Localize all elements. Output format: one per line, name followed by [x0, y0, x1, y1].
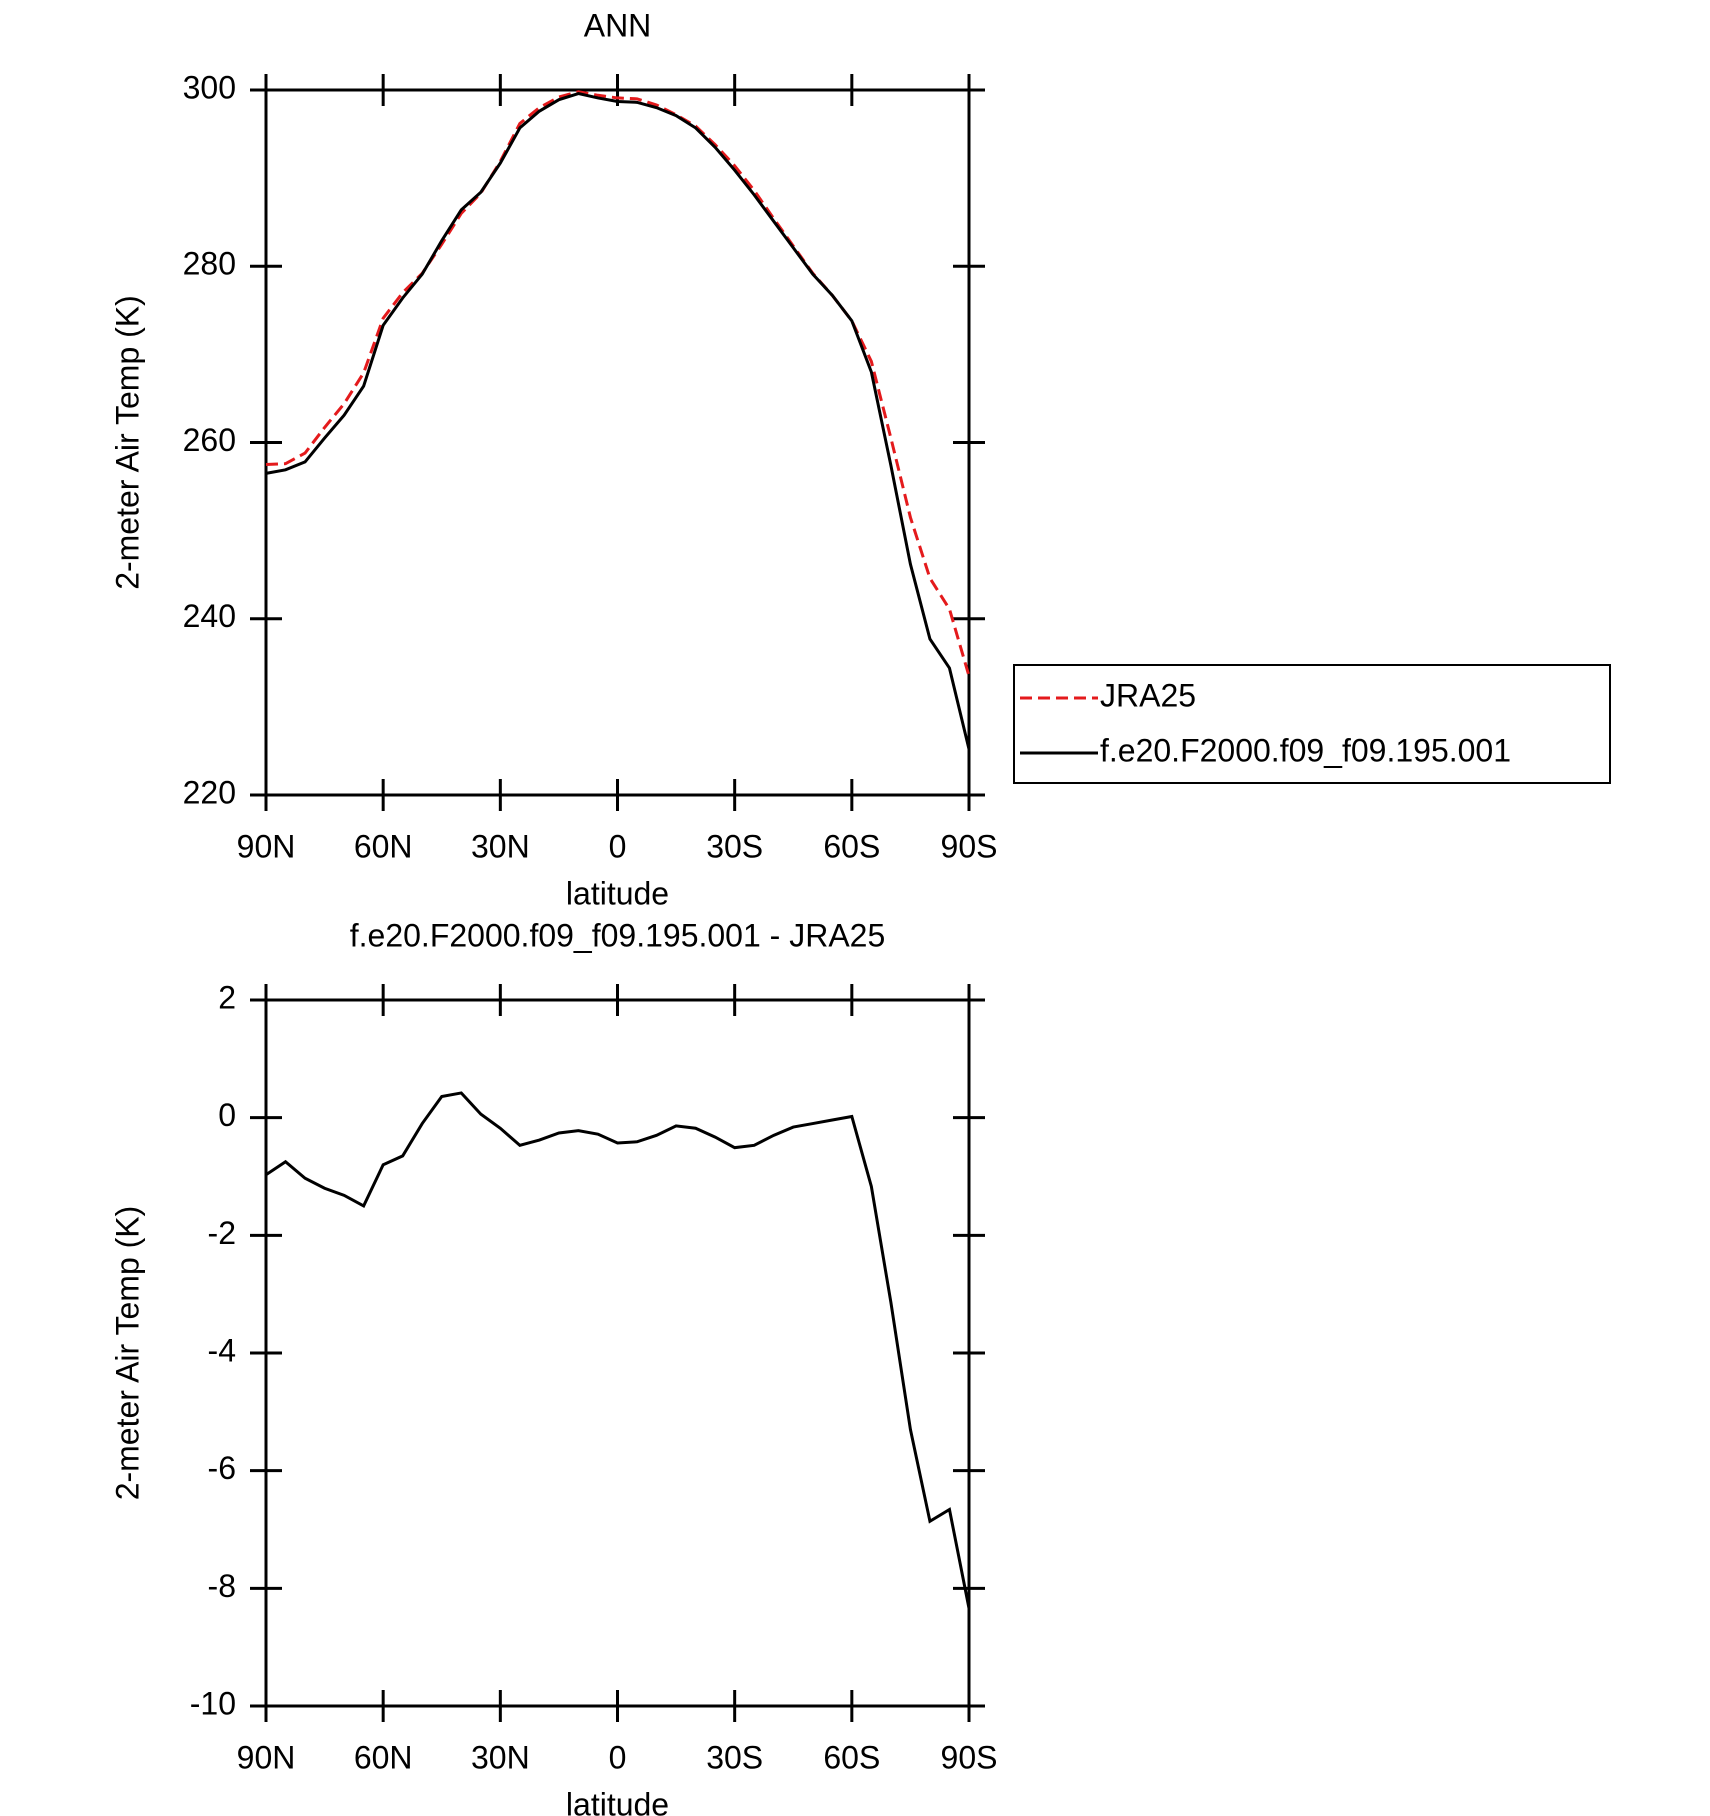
- x-tick-label: 0: [609, 828, 627, 864]
- y-tick-label: 300: [183, 69, 236, 105]
- y-tick-label: 0: [218, 1097, 236, 1133]
- x-tick-label: 90N: [237, 1739, 296, 1775]
- x-tick-label: 90S: [941, 828, 998, 864]
- x-tick-label: 60N: [354, 828, 413, 864]
- x-tick-label: 30N: [471, 828, 530, 864]
- x-tick-label: 30S: [706, 1739, 763, 1775]
- legend-label: JRA25: [1100, 677, 1196, 713]
- y-tick-label: -4: [208, 1332, 236, 1368]
- x-axis-label: latitude: [566, 875, 669, 911]
- x-tick-label: 60S: [823, 1739, 880, 1775]
- chart-title: ANN: [584, 7, 652, 43]
- data-line: [265, 91, 971, 750]
- x-tick-label: 30N: [471, 1739, 530, 1775]
- y-tick-label: 240: [183, 598, 236, 634]
- chart-title: f.e20.F2000.f09_f09.195.001 - JRA25: [350, 917, 886, 953]
- data-line: [265, 1091, 971, 1609]
- y-axis-label: 2-meter Air Temp (K): [109, 295, 145, 590]
- legend-label: f.e20.F2000.f09_f09.195.001: [1100, 732, 1511, 768]
- y-tick-label: -2: [208, 1215, 236, 1251]
- plot-frame: [264, 998, 971, 1708]
- legend-box: [1013, 664, 1611, 784]
- y-tick-label: 220: [183, 774, 236, 810]
- x-tick-label: 90N: [237, 828, 296, 864]
- x-tick-label: 90S: [941, 1739, 998, 1775]
- y-axis-label: 2-meter Air Temp (K): [109, 1206, 145, 1501]
- y-tick-label: 280: [183, 246, 236, 282]
- y-tick-label: 2: [218, 979, 236, 1015]
- y-tick-label: -8: [208, 1568, 236, 1604]
- x-tick-label: 30S: [706, 828, 763, 864]
- x-tick-label: 0: [609, 1739, 627, 1775]
- plot-frame: [264, 88, 971, 797]
- data-line: [265, 90, 971, 677]
- x-axis-label: latitude: [566, 1786, 669, 1816]
- x-tick-label: 60N: [354, 1739, 413, 1775]
- y-tick-label: -6: [208, 1450, 236, 1486]
- x-tick-label: 60S: [823, 828, 880, 864]
- y-tick-label: 260: [183, 422, 236, 458]
- y-tick-label: -10: [190, 1685, 236, 1721]
